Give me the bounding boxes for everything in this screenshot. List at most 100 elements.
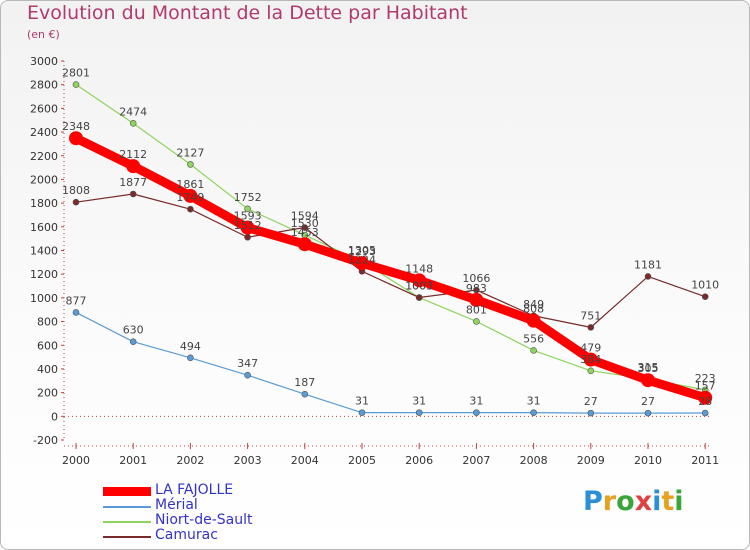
data-label-la-fajolle: 479: [580, 342, 601, 355]
x-tick-label: 2011: [691, 454, 719, 467]
data-point-m-rial: [129, 338, 137, 345]
data-label-m-rial: 187: [294, 376, 315, 389]
x-tick-label: 2005: [348, 454, 376, 467]
series-line-niort-de-sault: [75, 84, 706, 391]
logo-letter: r: [602, 486, 617, 517]
data-point-niort-de-sault: [587, 367, 595, 375]
data-label-niort-de-sault: 801: [466, 303, 487, 316]
data-label-niort-de-sault: 556: [523, 332, 544, 345]
data-point-niort-de-sault: [187, 161, 194, 168]
data-point-m-rial: [301, 390, 309, 398]
x-tick-label: 2004: [291, 454, 319, 467]
y-tick-label: 0: [51, 410, 58, 423]
data-label-m-rial: 877: [66, 294, 87, 307]
legend-swatch-niort-de-sault: [103, 521, 151, 523]
logo-letter: x: [634, 486, 653, 517]
data-label-niort-de-sault: 2127: [176, 146, 204, 159]
data-label-camurac: 751: [580, 309, 601, 322]
y-tick-label: 200: [37, 387, 58, 400]
y-tick-label: 1000: [30, 292, 58, 305]
y-tick-label: -200: [33, 434, 58, 447]
data-label-camurac: 1010: [691, 279, 719, 292]
data-label-m-rial: 347: [237, 357, 258, 370]
y-tick-label: 1200: [30, 268, 58, 281]
data-label-la-fajolle: 2348: [62, 120, 90, 133]
y-tick-label: 600: [37, 339, 58, 352]
series-line-camurac: [75, 193, 706, 328]
data-point-m-rial: [415, 409, 423, 416]
data-label-camurac: 1512: [234, 219, 262, 232]
data-label-m-rial: 31: [527, 395, 541, 408]
x-tick-label: 2001: [119, 454, 147, 467]
data-point-camurac: [301, 224, 309, 231]
data-point-la-fajolle: [526, 313, 541, 328]
data-point-m-rial: [244, 371, 251, 379]
data-point-m-rial: [358, 409, 366, 416]
data-label-m-rial: 27: [641, 395, 655, 408]
data-label-m-rial: 31: [412, 395, 426, 408]
data-label-la-fajolle: 1293: [348, 245, 376, 258]
data-label-camurac: 1224: [348, 253, 376, 266]
data-label-la-fajolle: 983: [466, 282, 487, 295]
data-label-camurac: 1877: [119, 176, 147, 189]
data-label-niort-de-sault: 1530: [291, 217, 319, 230]
data-label-niort-de-sault: 384: [580, 353, 601, 366]
y-tick-label: 2200: [30, 150, 58, 163]
chart-subtitle: (en €): [27, 28, 60, 41]
legend-swatch-merial: [103, 506, 151, 508]
data-point-camurac: [701, 293, 709, 300]
data-label-niort-de-sault: 2801: [62, 67, 90, 80]
data-point-camurac: [187, 205, 194, 213]
series-line-m-rial: [75, 311, 706, 414]
data-label-camurac: 1003: [405, 280, 433, 293]
data-label-camurac: 1808: [62, 184, 90, 197]
x-tick-label: 2010: [634, 454, 662, 467]
data-point-la-fajolle: [183, 188, 198, 203]
legend-label-la-fajolle: LA FAJOLLE: [155, 482, 234, 498]
data-label-m-rial: 630: [123, 324, 144, 337]
x-tick-label: 2009: [577, 454, 605, 467]
data-point-la-fajolle: [240, 220, 255, 235]
data-label-camurac: 1594: [291, 210, 319, 223]
data-point-la-fajolle: [297, 237, 312, 252]
data-label-la-fajolle: 1148: [405, 262, 433, 275]
logo-letter: i: [652, 486, 662, 517]
data-point-m-rial: [644, 409, 652, 417]
y-tick-label: 800: [37, 316, 58, 329]
y-tick-label: 1400: [30, 245, 58, 258]
data-label-camurac: 1066: [462, 272, 490, 285]
data-label-m-rial: 494: [180, 340, 201, 353]
data-label-camurac: 1181: [634, 258, 662, 271]
legend-label-camurac: Camurac: [155, 527, 218, 543]
data-point-camurac: [244, 233, 251, 241]
legend-swatch-camurac: [103, 536, 151, 538]
y-tick-label: 2600: [30, 102, 58, 115]
data-point-m-rial: [473, 409, 480, 416]
chart-title: Evolution du Montant de la Dette par Hab…: [27, 2, 468, 24]
x-tick-label: 2006: [405, 454, 433, 467]
y-tick-label: 2400: [30, 126, 58, 139]
data-point-camurac: [415, 294, 423, 301]
data-label-la-fajolle: 157: [695, 380, 716, 393]
data-point-niort-de-sault: [72, 81, 80, 88]
x-tick-label: 2003: [234, 454, 262, 467]
legend-label-merial: Mérial: [155, 497, 198, 513]
data-point-la-fajolle: [641, 373, 655, 388]
data-point-m-rial: [587, 409, 595, 417]
data-label-niort-de-sault: 1305: [348, 244, 376, 257]
y-tick-label: 3000: [30, 55, 58, 68]
data-label-niort-de-sault: 1003: [405, 280, 433, 293]
data-point-la-fajolle: [355, 256, 369, 271]
data-label-niort-de-sault: 1752: [234, 191, 262, 204]
data-point-camurac: [587, 324, 595, 331]
y-tick-label: 400: [37, 363, 58, 376]
logo-letter: P: [583, 486, 603, 517]
data-label-niort-de-sault: 2474: [119, 105, 147, 118]
y-tick-label: 2800: [30, 79, 58, 92]
data-point-m-rial: [187, 354, 194, 362]
data-label-niort-de-sault: 315: [638, 361, 659, 374]
data-label-la-fajolle: 1453: [291, 226, 319, 239]
logo-letter: i: [674, 486, 684, 517]
x-tick-label: 2002: [176, 454, 204, 467]
